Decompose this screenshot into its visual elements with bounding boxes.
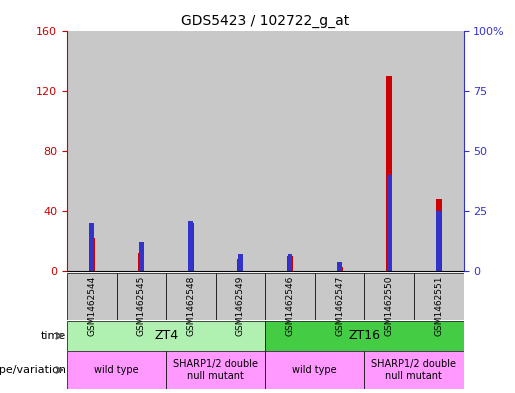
Bar: [237, 259, 244, 271]
Bar: [287, 256, 293, 271]
Text: GSM1462545: GSM1462545: [137, 275, 146, 336]
Bar: [188, 223, 194, 271]
Text: GSM1462550: GSM1462550: [385, 275, 393, 336]
Bar: [337, 262, 342, 271]
Bar: [89, 223, 94, 271]
Bar: [315, 273, 365, 320]
Bar: [67, 273, 116, 320]
Bar: [337, 267, 342, 271]
Bar: [265, 31, 315, 271]
Bar: [315, 31, 365, 271]
Title: GDS5423 / 102722_g_at: GDS5423 / 102722_g_at: [181, 14, 349, 28]
Bar: [89, 238, 95, 271]
Text: SHARP1/2 double
null mutant: SHARP1/2 double null mutant: [173, 359, 258, 381]
Bar: [67, 321, 265, 351]
Bar: [365, 351, 464, 389]
Bar: [365, 273, 414, 320]
Text: SHARP1/2 double
null mutant: SHARP1/2 double null mutant: [371, 359, 456, 381]
Bar: [265, 273, 315, 320]
Text: wild type: wild type: [293, 365, 337, 375]
Bar: [216, 273, 265, 320]
Bar: [238, 254, 243, 271]
Bar: [216, 31, 265, 271]
Text: GSM1462551: GSM1462551: [434, 275, 443, 336]
Bar: [365, 31, 414, 271]
Text: wild type: wild type: [94, 365, 139, 375]
Text: ZT16: ZT16: [348, 329, 381, 342]
Bar: [166, 351, 265, 389]
Bar: [414, 31, 464, 271]
Bar: [265, 321, 464, 351]
Bar: [67, 31, 116, 271]
Bar: [139, 253, 144, 271]
Bar: [265, 351, 365, 389]
Bar: [287, 254, 293, 271]
Bar: [67, 351, 166, 389]
Bar: [116, 273, 166, 320]
Bar: [139, 242, 144, 271]
Text: ZT4: ZT4: [154, 329, 178, 342]
Bar: [436, 211, 441, 271]
Text: GSM1462549: GSM1462549: [236, 275, 245, 336]
Bar: [188, 221, 193, 271]
Bar: [414, 273, 464, 320]
Text: GSM1462548: GSM1462548: [186, 275, 195, 336]
Bar: [166, 273, 216, 320]
Text: genotype/variation: genotype/variation: [0, 365, 66, 375]
Text: time: time: [41, 331, 66, 341]
Bar: [436, 199, 442, 271]
Bar: [116, 31, 166, 271]
Bar: [386, 76, 392, 271]
Bar: [166, 31, 216, 271]
Text: GSM1462544: GSM1462544: [87, 275, 96, 336]
Text: GSM1462546: GSM1462546: [285, 275, 295, 336]
Bar: [387, 175, 391, 271]
Text: GSM1462547: GSM1462547: [335, 275, 344, 336]
